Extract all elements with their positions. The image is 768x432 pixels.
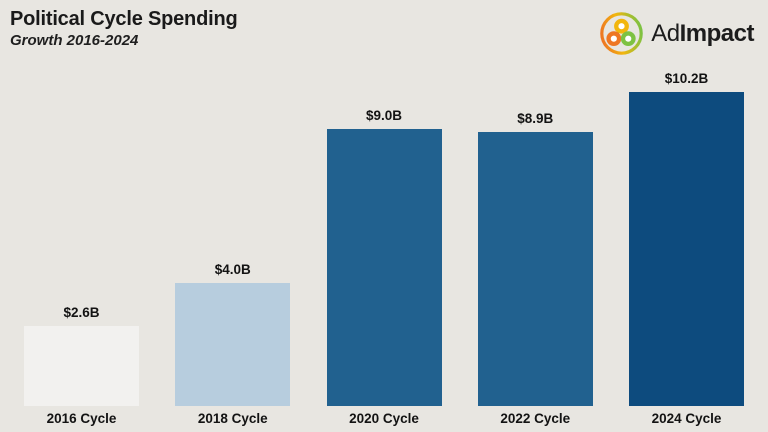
bar-value-label-2022-cycle: $8.9B (517, 111, 554, 126)
logo-wordmark: AdImpact (651, 20, 754, 48)
logo-text-ad: Ad (651, 19, 680, 47)
bar-category-label-2022-cycle: 2022 Cycle (500, 411, 571, 426)
bar-column-2022-cycle: $8.9B 2022 Cycle (477, 111, 593, 432)
bar-column-2020-cycle: $9.0B 2020 Cycle (326, 108, 442, 432)
bar-2022-cycle (477, 132, 593, 406)
bar-category-label-2016-cycle: 2016 Cycle (46, 411, 117, 426)
bar-column-2018-cycle: $4.0B 2018 Cycle (175, 262, 291, 432)
bar-column-2016-cycle: $2.6B 2016 Cycle (24, 305, 139, 432)
bar-2024-cycle (629, 92, 744, 406)
bar-value-label-2024-cycle: $10.2B (664, 71, 709, 86)
header-titles: Political Cycle Spending Growth 2016-202… (10, 8, 238, 49)
bar-column-2024-cycle: $10.2B 2024 Cycle (629, 71, 744, 432)
bar-2018-cycle (175, 283, 291, 406)
bar-value-label-2016-cycle: $2.6B (63, 305, 100, 320)
bar-category-label-2018-cycle: 2018 Cycle (197, 411, 268, 426)
page-subtitle: Growth 2016-2024 (10, 32, 139, 49)
adimpact-logo: AdImpact (599, 11, 755, 56)
bar-value-label-2018-cycle: $4.0B (214, 262, 251, 277)
bar-category-label-2020-cycle: 2020 Cycle (349, 411, 419, 426)
bar-value-label-2020-cycle: $9.0B (365, 108, 403, 123)
bar-2020-cycle (326, 129, 442, 406)
bar-category-label-2024-cycle: 2024 Cycle (651, 411, 722, 426)
adimpact-network-icon (600, 12, 644, 55)
bar-2016-cycle (24, 326, 139, 406)
logo-text-impact: Impact (679, 19, 755, 47)
page-title: Political Cycle Spending (10, 8, 238, 30)
